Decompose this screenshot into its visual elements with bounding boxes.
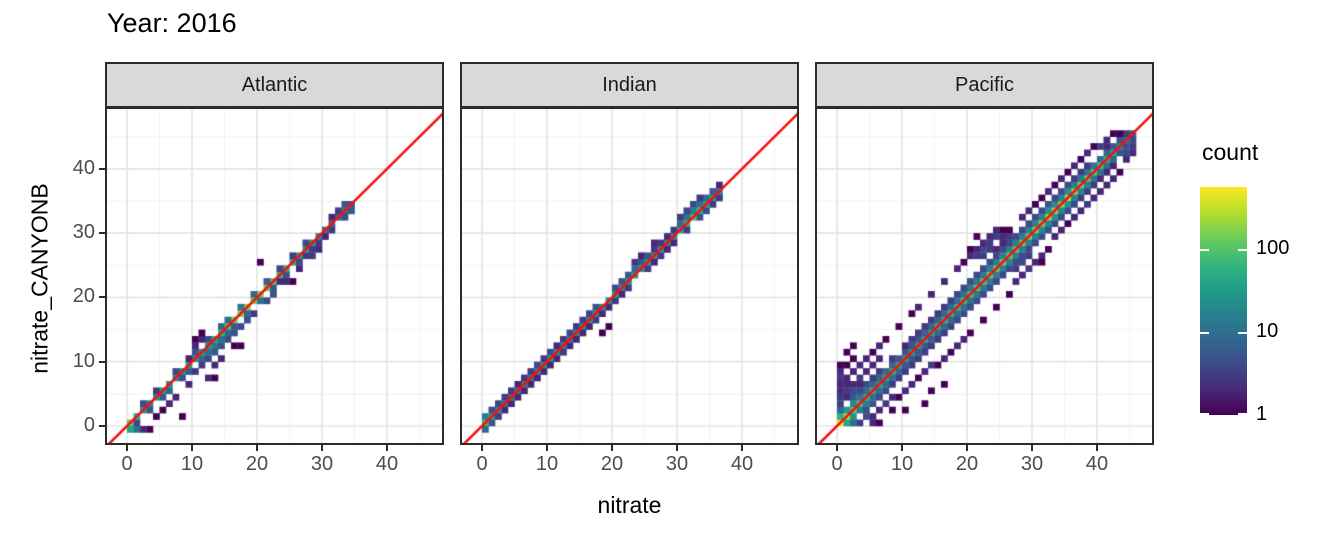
x-tick-label: 10 [180, 453, 204, 475]
x-tick-label: 40 [730, 453, 754, 475]
x-axis-tick [901, 445, 903, 451]
y-axis-tick [99, 360, 105, 363]
y-axis-tick [99, 167, 105, 170]
facet-strip-atlantic: Atlantic [105, 62, 444, 108]
x-axis-tick [1031, 445, 1033, 451]
x-tick-label: 10 [890, 453, 914, 475]
x-tick-label: 0 [121, 453, 133, 475]
legend-tick-label: 10 [1256, 320, 1279, 343]
y-tick-label: 0 [83, 414, 95, 436]
x-axis-tick [1096, 445, 1098, 451]
x-axis-tick [126, 445, 128, 451]
x-tick-label: 20 [955, 453, 979, 475]
legend-title: count [1202, 139, 1259, 165]
y-axis-tick [99, 425, 105, 427]
x-axis-title: nitrate [597, 492, 662, 518]
x-tick-label: 20 [245, 453, 269, 475]
x-tick-label: 30 [1020, 453, 1044, 475]
x-axis-tick [256, 445, 258, 451]
panel-indian-canvas [460, 107, 799, 445]
facet-strip-label: Atlantic [241, 73, 308, 96]
plot-title: Year: 2016 [107, 8, 237, 38]
x-axis-tick [191, 445, 193, 451]
legend-colorbar [1200, 187, 1247, 415]
x-axis-tick [321, 445, 323, 451]
x-tick-label: 0 [476, 453, 488, 475]
x-tick-label: 20 [600, 453, 624, 475]
x-axis-tick [966, 445, 968, 451]
panel-atlantic-canvas [105, 107, 444, 445]
y-axis-tick [99, 296, 105, 299]
x-tick-label: 0 [831, 453, 843, 475]
legend-tick-label: 100 [1256, 237, 1290, 260]
x-tick-label: 30 [665, 453, 689, 475]
legend-tick-mark [1238, 332, 1247, 335]
x-tick-label: 30 [310, 453, 334, 475]
x-axis-tick [546, 445, 548, 451]
legend-tick-label: 1 [1256, 403, 1268, 425]
legend-tick-mark [1238, 413, 1247, 415]
y-tick-label: 10 [72, 349, 95, 372]
legend-tick-mark [1200, 249, 1209, 252]
y-tick-label: 40 [72, 156, 95, 179]
panel-pacific-canvas [815, 107, 1154, 445]
y-axis-title: nitrate_CANYONB [26, 183, 53, 374]
legend-tick-mark [1238, 249, 1247, 252]
legend-tick-mark [1200, 413, 1209, 415]
y-tick-label: 20 [72, 285, 95, 308]
x-axis-tick [741, 445, 743, 451]
x-tick-label: 40 [1085, 453, 1109, 475]
x-axis-tick [611, 445, 613, 451]
legend-tick-mark [1200, 332, 1209, 335]
x-axis-tick [481, 445, 483, 451]
x-axis-tick [836, 445, 838, 451]
facet-strip-indian: Indian [460, 62, 799, 108]
x-axis-tick [386, 445, 388, 451]
x-axis-tick [676, 445, 678, 451]
facet-strip-label: Pacific [955, 73, 1014, 96]
y-tick-label: 30 [72, 221, 95, 244]
x-tick-label: 40 [375, 453, 399, 475]
facet-strip-label: Indian [602, 73, 657, 96]
facet-strip-pacific: Pacific [815, 62, 1154, 108]
x-tick-label: 10 [535, 453, 559, 475]
y-axis-tick [99, 232, 105, 235]
